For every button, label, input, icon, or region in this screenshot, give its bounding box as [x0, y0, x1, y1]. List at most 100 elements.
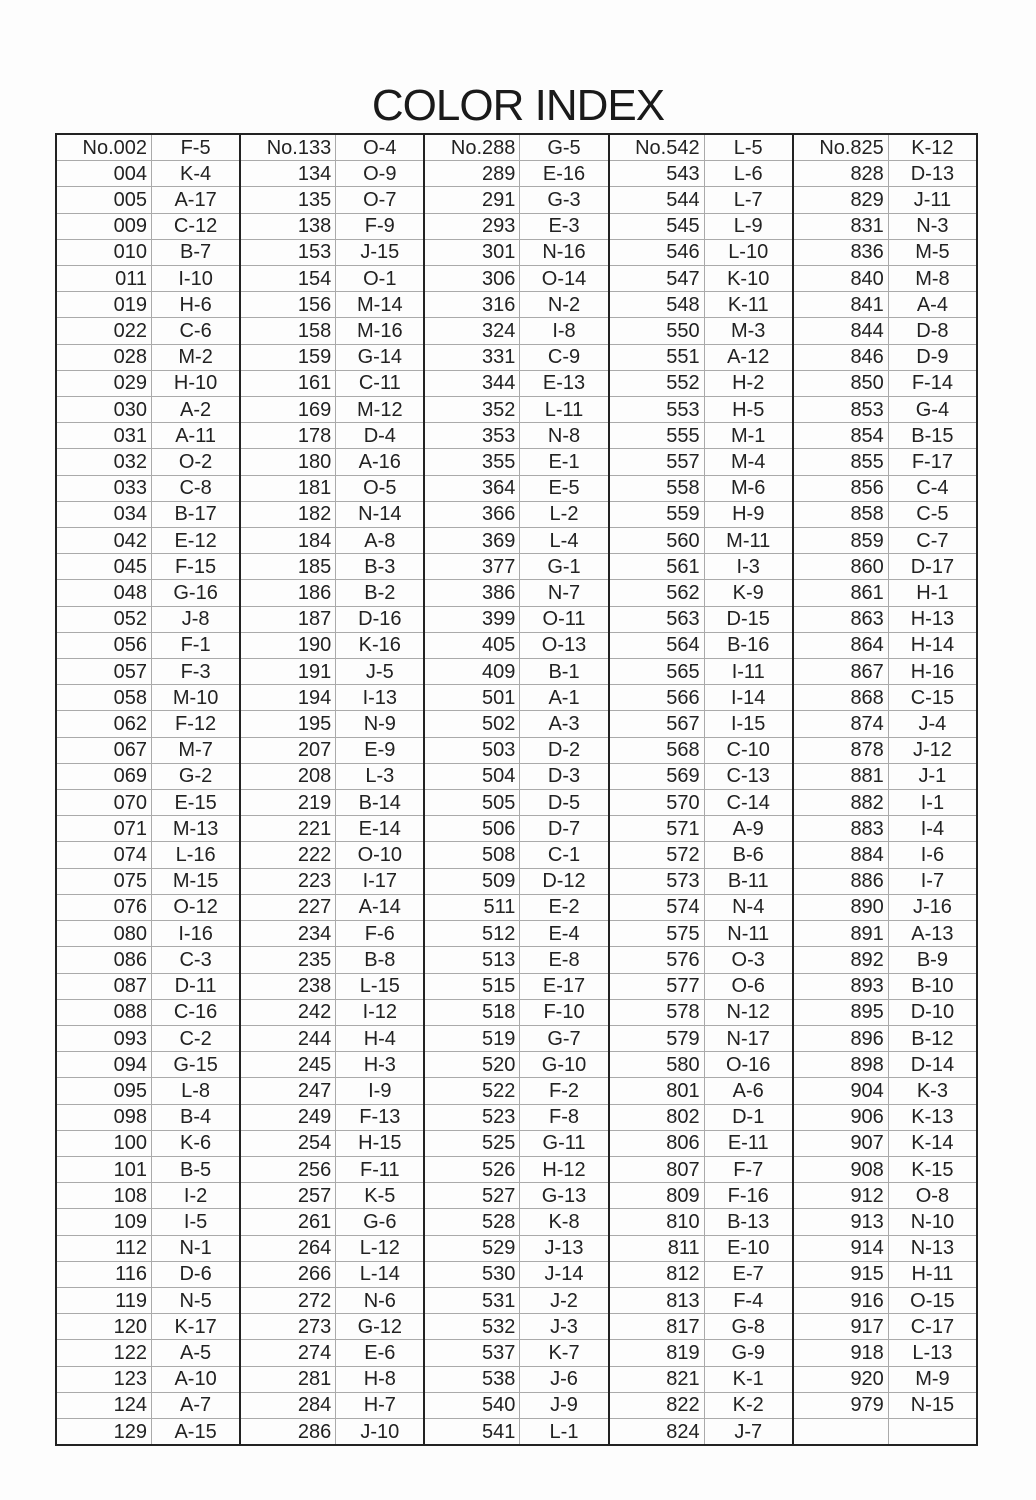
color-number: 301 [425, 239, 521, 266]
color-number: 045 [57, 554, 152, 580]
table-row: 560 M-11 [609, 528, 792, 555]
color-number: 856 [794, 475, 889, 501]
table-row: 525 G-11 [425, 1130, 608, 1157]
color-number: 565 [610, 659, 705, 685]
table-row: 158 M-16 [241, 318, 424, 345]
table-row: 502 A-3 [425, 711, 608, 738]
color-number: 979 [794, 1392, 889, 1418]
color-number: 893 [794, 973, 889, 999]
color-code: K-7 [548, 1341, 580, 1364]
color-number: 222 [241, 842, 337, 868]
color-code: K-11 [727, 293, 769, 316]
color-code: E-5 [548, 477, 580, 500]
table-row: 523 F-8 [425, 1104, 608, 1131]
color-code: N-3 [916, 215, 949, 238]
color-number: 912 [794, 1183, 889, 1209]
color-code: B-11 [727, 870, 769, 893]
color-code: G-8 [731, 1315, 765, 1338]
color-code: G-5 [547, 136, 581, 159]
table-row: 238 L-15 [241, 973, 424, 1000]
color-number: No.133 [241, 135, 337, 161]
color-code: K-1 [732, 1368, 764, 1391]
color-code: K-10 [727, 267, 770, 290]
color-number: 184 [241, 528, 337, 554]
table-row: 261 G-6 [241, 1209, 424, 1236]
table-row: 572 B-6 [609, 842, 792, 869]
table-row: 562 K-9 [609, 580, 792, 607]
table-row: 567 I-15 [609, 711, 792, 738]
table-row: 324 I-8 [425, 318, 608, 345]
table-row: 522 F-2 [425, 1078, 608, 1105]
color-code: B-6 [732, 844, 764, 867]
table-row: 274 E-6 [241, 1340, 424, 1367]
table-row: 565 I-11 [609, 659, 792, 686]
color-code: N-14 [358, 503, 402, 526]
table-row: 245 H-3 [241, 1052, 424, 1079]
color-number: No.002 [57, 135, 152, 161]
color-code: L-15 [359, 975, 400, 998]
color-number: 846 [794, 344, 889, 370]
color-code: B-2 [364, 582, 396, 605]
color-number: 284 [241, 1392, 337, 1418]
table-row: 856 C-4 [793, 475, 977, 502]
table-row: 550 M-3 [609, 318, 792, 345]
table-row: 813 F-4 [609, 1287, 792, 1315]
color-code: E-9 [364, 739, 396, 762]
color-code: E-14 [358, 817, 401, 840]
color-number: 264 [241, 1235, 337, 1261]
table-row: 032 O-2 [57, 449, 240, 476]
color-number: 116 [57, 1261, 152, 1287]
color-code: B-15 [911, 424, 954, 447]
color-code: B-14 [358, 791, 401, 814]
color-code: N-16 [542, 241, 586, 264]
color-code: F-2 [549, 1079, 579, 1102]
table-row: 850 F-14 [793, 370, 977, 398]
color-number: 920 [794, 1366, 889, 1392]
color-number: 195 [241, 711, 337, 737]
table-row: 185 B-3 [241, 554, 424, 581]
color-code: A-9 [732, 817, 764, 840]
color-number: 853 [794, 397, 889, 423]
table-row: 076 O-12 [57, 894, 240, 922]
color-number: 344 [425, 370, 521, 397]
color-code: F-7 [733, 1158, 764, 1181]
color-code: F-3 [180, 660, 211, 683]
color-code: O-3 [731, 948, 765, 971]
color-code: E-3 [548, 215, 580, 238]
color-code: H-1 [916, 582, 949, 605]
table-row: 840 M-8 [793, 266, 977, 293]
color-code: H-10 [173, 372, 218, 395]
color-code: A-15 [174, 1420, 217, 1443]
color-code: D-11 [174, 975, 217, 998]
table-row: 544 L-7 [609, 187, 792, 214]
table-row: 169 M-12 [241, 397, 424, 424]
color-number: 087 [57, 973, 152, 999]
color-code: B-9 [916, 948, 948, 971]
color-code: H-2 [732, 372, 765, 395]
color-code: H-11 [911, 1263, 954, 1286]
color-code: B-12 [911, 1027, 954, 1050]
color-number: 505 [425, 790, 521, 816]
color-code: H-5 [732, 398, 765, 421]
table-row: 577 O-6 [609, 973, 792, 1000]
color-code: I-8 [552, 320, 576, 343]
color-code: I-16 [178, 922, 213, 945]
color-code: E-16 [542, 162, 586, 185]
color-number: 520 [425, 1052, 521, 1078]
table-row: 920 M-9 [793, 1366, 977, 1393]
color-code: M-9 [915, 1368, 950, 1391]
color-code: J-6 [550, 1368, 578, 1391]
color-number: 882 [794, 790, 889, 816]
table-row: 566 I-14 [609, 685, 792, 712]
color-code: A-16 [358, 451, 401, 474]
color-number: 182 [241, 501, 337, 528]
table-row: 564 B-16 [609, 632, 792, 660]
table-row: 878 J-12 [793, 737, 977, 764]
color-number: 316 [425, 292, 521, 318]
table-row: 882 I-1 [793, 790, 977, 817]
color-number: 569 [610, 763, 705, 790]
color-number: 261 [241, 1209, 337, 1235]
color-code: H-6 [179, 293, 212, 316]
color-number: 864 [794, 632, 889, 659]
table-row: 022 C-6 [57, 318, 240, 345]
